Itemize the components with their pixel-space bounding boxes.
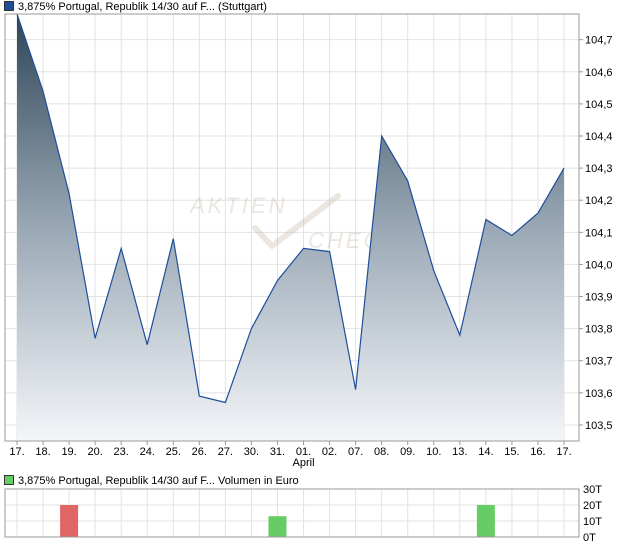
volume-y-tick-label: 20T	[583, 500, 602, 512]
price-legend-swatch	[4, 1, 14, 11]
x-tick-label: 30.	[244, 446, 259, 458]
x-tick-label: 20.	[87, 446, 102, 458]
volume-legend-label: 3,875% Portugal, Republik 14/30 auf F...…	[18, 475, 299, 487]
x-tick-label: 18.	[35, 446, 50, 458]
volume-y-tick-label: 10T	[583, 516, 602, 528]
volume-legend: 3,875% Portugal, Republik 14/30 auf F...…	[4, 475, 299, 488]
x-tick-label: 07.	[348, 446, 363, 458]
price-plot-frame	[4, 13, 580, 442]
x-tick-label: 10.	[426, 446, 441, 458]
volume-bars	[60, 505, 495, 537]
volume-bar	[476, 505, 495, 537]
price-y-axis: 103,5 103,6 103,7 103,8 103,9 104,0 104,1 104,2…	[579, 35, 613, 432]
x-tick-label: 01.	[296, 446, 311, 458]
x-tick-label: 26.	[192, 446, 207, 458]
volume-y-tick-label: 0T	[583, 532, 596, 544]
month-label: April	[293, 457, 315, 469]
price-y-tick-label: 104,5	[585, 99, 613, 111]
x-tick-label: 24.	[140, 446, 155, 458]
volume-y-axis: 0T 10T 20T 30T	[583, 484, 602, 544]
volume-y-tick-label: 30T	[583, 484, 602, 496]
price-y-tick-label: 104,7	[585, 35, 613, 47]
price-y-tick-label: 103,5	[585, 420, 613, 432]
x-tick-label: 13.	[452, 446, 467, 458]
price-y-tick-label: 104,1	[585, 227, 613, 239]
x-tick-label: 02.	[322, 446, 337, 458]
aktiencheck-watermark-logo: AKTIEN CHECK	[188, 193, 397, 253]
price-y-tick-label: 104,6	[585, 67, 613, 79]
volume-plot-frame	[4, 488, 580, 538]
x-tick-label: 23.	[114, 446, 129, 458]
price-series-line	[16, 13, 565, 404]
x-tick-label: 08.	[374, 446, 389, 458]
x-tick-label: 14.	[478, 446, 493, 458]
price-y-tick-label: 103,8	[585, 324, 613, 336]
price-y-tick-label: 104,3	[585, 163, 613, 175]
x-tick-label: 31.	[270, 446, 285, 458]
volume-bar	[60, 505, 79, 537]
x-tick-label: 27.	[218, 446, 233, 458]
x-tick-label: 16.	[530, 446, 545, 458]
x-tick-label: 25.	[166, 446, 181, 458]
price-y-tick-label: 104,2	[585, 195, 613, 207]
price-y-tick-label: 104,0	[585, 259, 613, 271]
x-tick-label: 17.	[556, 446, 571, 458]
price-y-tick-label: 104,4	[585, 131, 613, 143]
x-axis: 17. 18. 19. 20. 23. 24. 25. 26. 27. 30. 31. 01. 02. 0…	[9, 441, 572, 458]
price-legend-label: 3,875% Portugal, Republik 14/30 auf F...…	[18, 1, 267, 13]
watermark-line1: AKTIEN	[188, 193, 287, 218]
x-tick-label: 15.	[504, 446, 519, 458]
x-tick-label: 17.	[9, 446, 24, 458]
price-y-tick-label: 103,6	[585, 388, 613, 400]
x-tick-label: 19.	[61, 446, 76, 458]
volume-legend-swatch	[4, 475, 14, 485]
price-legend: 3,875% Portugal, Republik 14/30 auf F...…	[4, 1, 267, 14]
volume-bar	[268, 516, 287, 537]
price-area-fill	[17, 14, 564, 441]
price-y-tick-label: 103,7	[585, 356, 613, 368]
x-tick-label: 09.	[400, 446, 415, 458]
price-y-tick-label: 103,9	[585, 292, 613, 304]
